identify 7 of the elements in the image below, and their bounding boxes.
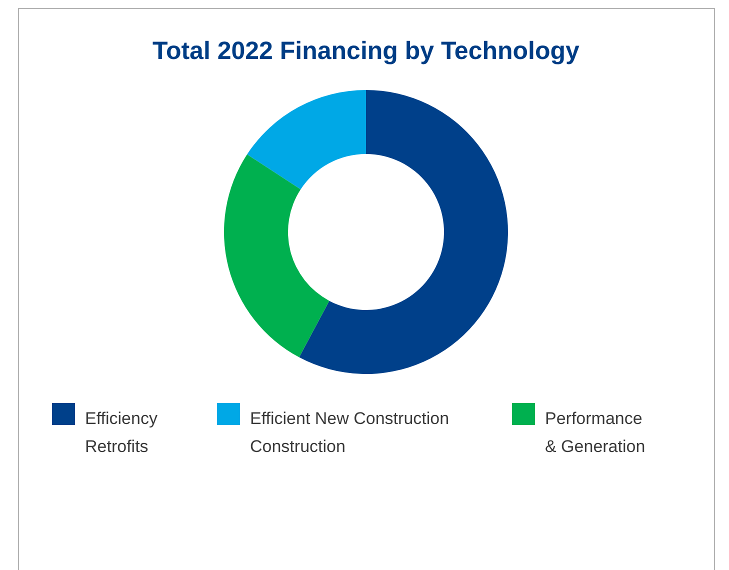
legend-label: Efficient New Construction Construction — [250, 409, 450, 456]
chart-title: Total 2022 Financing by Technology — [152, 37, 580, 65]
legend-label: Efficiency Retrofits — [85, 409, 158, 456]
donut-slice — [299, 90, 508, 374]
donut-slice — [247, 90, 366, 190]
donut-slice — [224, 154, 330, 358]
legend-label: Performance & Generation — [545, 409, 646, 456]
